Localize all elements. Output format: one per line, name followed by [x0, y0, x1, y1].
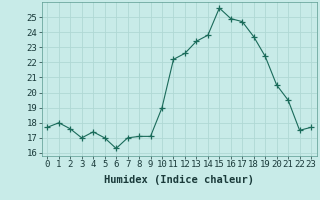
- X-axis label: Humidex (Indice chaleur): Humidex (Indice chaleur): [104, 175, 254, 185]
